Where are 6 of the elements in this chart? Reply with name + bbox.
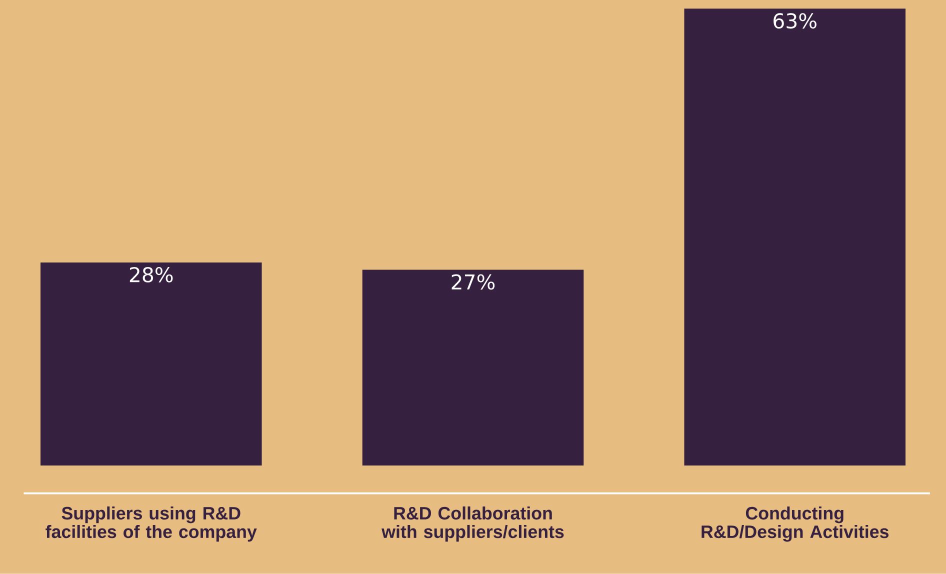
data-label: 63% bbox=[774, 13, 816, 29]
data-label: 27% bbox=[452, 274, 495, 290]
x-tick-label: Conducting R&D/Design Activities bbox=[702, 506, 889, 542]
data-label: 28% bbox=[130, 267, 173, 283]
x-tick-label: R&D Collaboration with suppliers/clients bbox=[382, 506, 564, 542]
x-tick-label: Suppliers using R&D facilities of the company bbox=[46, 506, 257, 542]
